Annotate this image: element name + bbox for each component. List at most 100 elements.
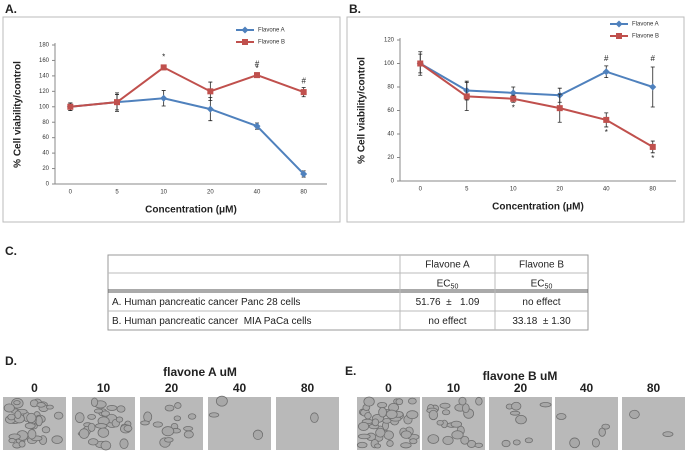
image-label: 20 <box>165 381 179 395</box>
cell <box>501 439 511 448</box>
data-point <box>649 143 656 150</box>
cell <box>87 422 96 432</box>
y-tick-label: 60 <box>42 135 49 141</box>
table-cell: A. Human pancreatic cancer Panc 28 cells <box>112 297 300 308</box>
cell <box>357 433 371 440</box>
table-cell: 51.76 ± 1.09 <box>416 297 480 308</box>
panel-label: B. <box>349 2 361 16</box>
data-point <box>67 103 74 110</box>
series-line <box>419 62 654 97</box>
data-point <box>509 89 517 97</box>
cell <box>406 410 419 420</box>
cell <box>140 420 150 426</box>
table-cell: B. Human pancreatic cancer MIA PaCa cell… <box>112 316 312 327</box>
table-cell: Flavone B <box>519 260 564 271</box>
cell <box>591 438 600 448</box>
table-cell: 33.18 ± 1.30 <box>512 316 571 327</box>
chart-frame <box>346 16 685 223</box>
cell <box>474 442 483 448</box>
cell <box>601 423 610 430</box>
x-axis-title: Concentration (μM) <box>492 202 584 213</box>
annotation: * <box>255 64 258 73</box>
cell <box>441 409 451 416</box>
cell <box>358 421 370 431</box>
y-tick-label: 120 <box>39 89 50 95</box>
cell <box>428 409 439 421</box>
cell <box>164 404 175 412</box>
cell <box>539 402 552 408</box>
cell <box>400 442 412 449</box>
y-tick-label: 100 <box>384 61 395 67</box>
cell <box>41 426 51 434</box>
panel-label: C. <box>5 244 17 258</box>
cell <box>569 437 580 449</box>
table-cell: no effect <box>522 297 560 308</box>
cell <box>14 410 22 419</box>
legend-label: Flavone A <box>258 28 285 34</box>
cell <box>18 440 26 448</box>
y-tick-label: 180 <box>39 43 50 49</box>
y-tick-label: 160 <box>39 58 50 64</box>
annotation: # <box>255 59 260 68</box>
data-point <box>300 170 308 178</box>
cell <box>51 435 63 445</box>
cell <box>123 425 133 432</box>
y-tick-label: 0 <box>391 179 395 185</box>
cell <box>208 412 220 418</box>
data-point <box>603 116 610 123</box>
y-tick-label: 140 <box>39 73 50 79</box>
cell-text: EC <box>437 278 451 289</box>
panel-label: D. <box>5 354 17 368</box>
cell <box>451 430 464 440</box>
cell <box>556 413 567 420</box>
legend-marker <box>615 20 623 28</box>
cell <box>87 413 96 420</box>
image-label: 10 <box>97 381 111 395</box>
cell <box>515 414 527 425</box>
cell <box>374 443 382 449</box>
cell <box>509 410 521 416</box>
cell <box>116 405 126 413</box>
annotation: # <box>301 76 306 85</box>
cell <box>187 413 197 420</box>
x-tick-label: 20 <box>556 187 563 193</box>
table-cell: no effect <box>428 316 466 327</box>
cell <box>97 427 110 438</box>
cell <box>53 411 64 420</box>
y-tick-label: 20 <box>42 166 49 172</box>
data-point <box>114 99 120 106</box>
series-line <box>70 97 305 175</box>
x-tick-label: 40 <box>254 190 261 196</box>
x-tick-label: 0 <box>419 187 423 193</box>
data-point <box>556 105 563 112</box>
cell <box>356 441 368 449</box>
data-point <box>463 93 470 100</box>
chart-frame <box>2 16 341 223</box>
cell <box>377 401 388 409</box>
cell <box>115 416 124 423</box>
data-point <box>300 89 307 96</box>
cell <box>436 419 444 426</box>
cell <box>90 397 99 407</box>
cell <box>409 438 418 445</box>
cell <box>106 405 118 411</box>
cell <box>78 428 90 439</box>
series-line <box>419 62 654 148</box>
x-tick-label: 0 <box>69 190 73 196</box>
y-tick-label: 40 <box>387 132 394 138</box>
cell <box>382 417 392 424</box>
cell <box>458 396 467 406</box>
cell <box>378 407 387 418</box>
x-tick-label: 5 <box>465 187 469 193</box>
x-axis-title: Concentration (μM) <box>145 205 237 216</box>
table-cell: Flavone A <box>425 260 470 271</box>
cell <box>46 404 54 410</box>
x-tick-label: 40 <box>603 187 610 193</box>
cell <box>3 403 15 413</box>
legend-label: Flavone B <box>632 34 659 40</box>
cell <box>152 421 163 428</box>
y-tick-label: 20 <box>387 155 394 161</box>
cell <box>395 398 404 406</box>
cell <box>100 440 112 451</box>
